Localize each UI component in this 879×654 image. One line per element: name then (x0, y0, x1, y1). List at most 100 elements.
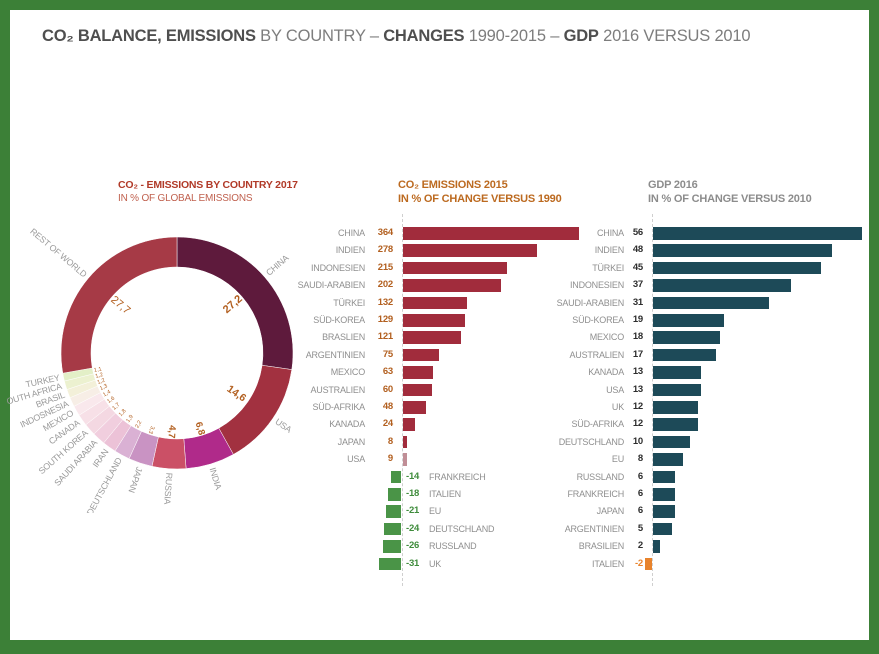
bar-brasilien (653, 540, 661, 553)
donut-value-turkey: 1,1 (93, 367, 102, 374)
bar-value-frankreich: 6 (637, 488, 643, 499)
bar-label-s-d-korea: SÜD-KOREA (313, 315, 365, 325)
bar-label-saudi-arabien: SAUDI-ARABIEN (297, 280, 366, 291)
bar-label-italien: ITALIEN (592, 558, 624, 569)
donut-value-deutschland: 2,2 (134, 420, 143, 430)
bar-braslien (403, 331, 462, 344)
bar-value-s-d-korea: 19 (632, 314, 643, 325)
bar-value-saudi-arabien: 31 (632, 296, 643, 308)
bar-label-braslien: BRASLIEN (322, 332, 365, 343)
bar-china (403, 227, 579, 240)
bar-saudi-arabien (403, 279, 501, 292)
bar-value-australien: 17 (632, 348, 643, 360)
bar-china (653, 227, 862, 240)
bar-label-argentinien: ARGENTINIEN (564, 523, 625, 534)
bar-value-japan: 6 (637, 505, 643, 517)
bar-uk (653, 401, 698, 414)
bar-label-indien: INDIEN (594, 245, 625, 256)
bar-eu (386, 505, 401, 518)
bar-value-deutschland: 10 (632, 435, 643, 447)
bar-label-argentinien: ARGENTINIEN (305, 349, 366, 360)
bar-value-mexico: 18 (632, 331, 643, 343)
bar-saudi-arabien (653, 296, 769, 310)
title-segment: 1990-2015 – (464, 27, 564, 45)
title-segment: 2016 VERSUS 2010 (598, 27, 751, 45)
bar-label-usa: USA (606, 384, 624, 395)
bar-label-china: CHINA (337, 228, 365, 238)
donut-label-russia: RUSSIA (162, 472, 174, 505)
bar-australien (653, 348, 717, 362)
bar-value-indien: 48 (632, 244, 643, 256)
bar-argentinien (653, 522, 672, 536)
bar-label-china: CHINA (596, 228, 624, 238)
bar-label-japan: JAPAN (596, 506, 625, 517)
bar-label-russland: RUSSLAND (429, 541, 477, 552)
donut-value-brasil: 1,2 (97, 378, 106, 386)
bar-value-russland: 6 (637, 470, 643, 482)
bar-label-usa: USA (347, 454, 365, 465)
bar-value-italien: -18 (406, 488, 420, 499)
bar-value-kanada: 13 (632, 366, 643, 378)
bar-indonesien (403, 261, 507, 275)
bar-value-saudi-arabien: 202 (377, 279, 393, 291)
bar-label-italien: ITALIEN (429, 489, 461, 499)
bar-value-s-d-afrika: 48 (382, 401, 393, 412)
bar-label-kanada: KANADA (588, 367, 624, 378)
bar-label-s-d-korea: SÜD-KOREA (572, 315, 624, 325)
bar-kanada (653, 366, 702, 379)
bar-label-mexico: MEXICO (589, 332, 625, 343)
bar-label-uk: UK (611, 402, 624, 412)
bar-argentinien (403, 348, 440, 362)
bar-mexico (403, 366, 434, 379)
bar-value-usa: 13 (632, 383, 643, 395)
content-area: CO₂ BALANCE, EMISSIONS BY COUNTRY – CHAN… (7, 10, 869, 640)
bar-indonesien (653, 279, 791, 292)
donut-chart-title: CO₂ - EMISSIONS BY COUNTRY 2017 (118, 179, 298, 191)
bar-value-eu: 8 (637, 453, 643, 465)
page-title: CO₂ BALANCE, EMISSIONS BY COUNTRY – CHAN… (42, 27, 751, 46)
donut-label-japan: JAPAN (127, 466, 145, 494)
title-segment: CHANGES (383, 27, 465, 45)
bar-t-rkei (653, 261, 821, 275)
donut-chart-subtitle: IN % OF GLOBAL EMISSIONS (118, 193, 253, 204)
bar-japan (403, 435, 407, 449)
bar-label-frankreich: FRANKREICH (567, 489, 624, 499)
bar-value-mexico: 63 (382, 366, 393, 378)
emissions-change-chart-title: CO₂ EMISSIONS 2015 IN % OF CHANGE VERSUS… (398, 178, 562, 206)
bar-italien (644, 557, 652, 571)
title-segment: CO₂ BALANCE, EMISSIONS (42, 27, 256, 45)
bar-label-t-rkei: TÜRKEI (592, 262, 624, 273)
bar-value-usa: 9 (387, 453, 393, 465)
bar-label-frankreich: FRANKREICH (429, 471, 486, 482)
bar-s-d-afrika (653, 418, 698, 431)
bar-label-indonesien: INDONESIEN (310, 262, 365, 273)
bar-label-japan: JAPAN (337, 436, 366, 447)
bar-australien (403, 383, 432, 397)
donut-chart: CHINA27,2USA14,6INDIA6,8RUSSIA4,7JAPAN3,… (7, 226, 294, 513)
bar-label-uk: UK (429, 558, 442, 569)
bar-frankreich (653, 488, 676, 501)
title-segment: BY COUNTRY – (255, 27, 384, 45)
bar-value-russland: -26 (406, 540, 420, 552)
bar-indien (653, 244, 833, 257)
bar-s-d-korea (653, 314, 724, 327)
bar-label-saudi-arabien: SAUDI-ARABIEN (556, 297, 625, 308)
donut-value-russia: 4,7 (166, 425, 178, 439)
donut-value-rest-of-world: 27,7 (108, 294, 132, 317)
bar-label-deutschland: DEUTSCHLAND (429, 523, 495, 534)
donut-value-mexico: 1,4 (102, 389, 112, 398)
bar-value-braslien: 121 (377, 331, 393, 343)
bar-kanada (403, 418, 415, 431)
bar-value-australien: 60 (382, 383, 393, 395)
bar-deutschland (653, 435, 691, 449)
donut-value-japan: 3,3 (147, 425, 155, 434)
gdp-axis-line (652, 214, 653, 586)
bar-label-indonesien: INDONESIEN (569, 280, 624, 291)
bar-label-brasilien: BRASILIEN (578, 541, 624, 552)
bar-usa (653, 383, 702, 397)
bar-s-d-afrika (403, 401, 427, 414)
bar-russland (653, 470, 676, 484)
bar-label-australien: AUSTRALIEN (310, 384, 365, 395)
bar-frankreich (391, 470, 401, 484)
